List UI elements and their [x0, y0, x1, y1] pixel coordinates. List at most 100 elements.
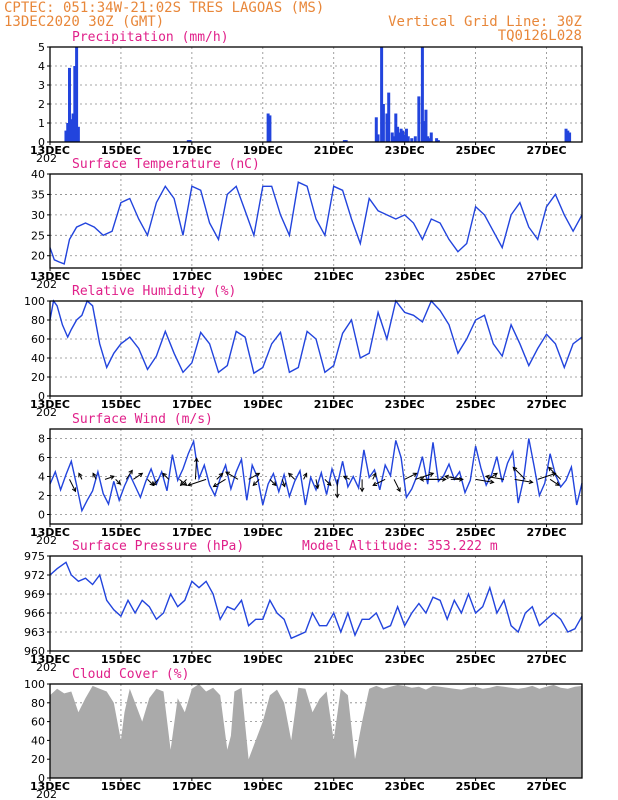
precip-bar	[374, 117, 378, 142]
pressure-xlabel: 19DEC	[243, 653, 283, 666]
wind-vector-head	[528, 479, 534, 485]
wind-vector	[69, 479, 76, 492]
wind-vector-head	[138, 472, 144, 478]
wind-xlabel: 17DEC	[172, 526, 212, 539]
precip-bar	[390, 132, 394, 142]
precip-xlabel: 19DEC	[243, 144, 283, 157]
wind-vector-head	[359, 487, 365, 493]
precip-bar	[342, 140, 346, 142]
wind-vector-head	[551, 472, 557, 477]
wind-vector-head	[484, 474, 490, 480]
cloud-xlabel: 13DEC	[30, 780, 70, 793]
precip-bar	[380, 47, 384, 142]
header-date: 13DEC2020 30Z (GMT)	[4, 14, 164, 30]
header-location: CPTEC: 051:34W-21:02S TRES LAGOAS (MS)	[4, 0, 324, 16]
precip-bar	[435, 138, 439, 142]
precip-bar	[66, 123, 70, 142]
rh-xlabel: 17DEC	[172, 398, 212, 411]
temp-ylabel: 25	[31, 229, 45, 242]
panels: Precipitation (mm/h) 0 1 2 3 4 5 13DEC 15DEC 17DE…	[24, 30, 583, 800]
wind-vector	[549, 478, 560, 486]
pressure-ylabel: 975	[24, 550, 45, 563]
wind-vector	[125, 470, 133, 480]
wind-vector	[324, 478, 332, 486]
temp-xlabel: 25DEC	[456, 270, 496, 283]
wind-vector	[213, 478, 226, 487]
wind-vector-head	[287, 472, 293, 478]
wind-vector	[288, 472, 296, 480]
precip-bar	[186, 140, 190, 142]
wind-ylabel: 0	[38, 509, 45, 522]
precip-frame	[49, 46, 583, 143]
wind-vector-head	[429, 472, 435, 477]
precip-bar	[385, 113, 389, 142]
precip-bar	[64, 130, 68, 142]
wind-vector-head	[303, 472, 308, 478]
wind-ylabel: 2	[38, 490, 45, 503]
pressure-ylabel: 969	[24, 588, 45, 601]
wind-xlabel: 21DEC	[314, 526, 354, 539]
precip-bar	[392, 136, 396, 142]
precip-ylabel: 3	[38, 79, 45, 92]
wind-vector-head	[419, 476, 425, 482]
precip-ylabel: 1	[38, 117, 45, 130]
pressure-xlabel: 27DEC	[527, 653, 567, 666]
rh-ylabel: 40	[31, 352, 45, 365]
precip-bar	[397, 132, 401, 142]
wind-vector-head	[326, 481, 332, 487]
precip-bar	[403, 134, 407, 142]
rh-ylabel: 80	[31, 314, 45, 327]
wind-vector-head	[109, 475, 115, 480]
temp-xlabel: 27DEC	[527, 270, 567, 283]
precip-bar	[566, 130, 570, 142]
cloud-xlabel: 21DEC	[314, 780, 354, 793]
precip-bar	[71, 113, 75, 142]
wind-vector-head	[489, 479, 495, 485]
precip-bar	[401, 130, 405, 142]
precip-bar	[413, 136, 417, 142]
rh-xlabel: 21DEC	[314, 398, 354, 411]
pressure-ylabel: 972	[24, 569, 45, 582]
rh-xlabel: 23DEC	[385, 398, 425, 411]
precip-bar	[436, 140, 440, 142]
wind-vector	[78, 473, 83, 480]
wind-vector	[187, 478, 207, 486]
wind-vector	[372, 473, 377, 480]
cloud-title: Cloud Cover (%)	[72, 667, 189, 682]
wind-ylabel: 4	[38, 471, 45, 484]
wind-vector-head	[152, 481, 158, 487]
wind-vector	[445, 475, 464, 480]
pressure-ylabel: 960	[24, 645, 45, 658]
wind-vector	[133, 472, 143, 480]
wind-vector	[343, 475, 350, 480]
pressure-xlabel: 25DEC	[456, 653, 496, 666]
precip-title: Precipitation (mm/h)	[72, 30, 229, 45]
temp-xlabel: 17DEC	[172, 270, 212, 283]
wind-vector-head	[334, 493, 340, 499]
wind-title: Surface Wind (m/s)	[72, 412, 213, 427]
precip-bar	[404, 128, 408, 142]
wind-vector-head	[162, 472, 167, 478]
temp-xlabel: 21DEC	[314, 270, 354, 283]
model-altitude: Model Altitude: 353.222 m	[302, 539, 498, 554]
cloud-ylabel: 20	[31, 753, 45, 766]
rh-year-stub: 202	[36, 406, 57, 419]
precip-bar	[564, 128, 568, 142]
pressure-xlabel: 17DEC	[172, 653, 212, 666]
wind-vector	[315, 479, 319, 489]
wind-vector	[147, 478, 154, 486]
pressure-ylabel: 966	[24, 607, 45, 620]
precip-ylabel: 2	[38, 98, 45, 111]
cloud-xlabel: 25DEC	[456, 780, 496, 793]
wind-vector-head	[412, 472, 418, 477]
wind-vector-head	[92, 472, 97, 478]
wind-vector-head	[281, 482, 286, 488]
cloud-year-stub: 202	[36, 788, 57, 800]
pressure-xlabel: 13DEC	[30, 653, 70, 666]
header-grid-note: Vertical Grid Line: 30Z	[388, 14, 582, 30]
wind-vector	[216, 472, 224, 480]
wind-vector-head	[218, 472, 224, 478]
rh-title: Relative Humidity (%)	[72, 284, 236, 299]
